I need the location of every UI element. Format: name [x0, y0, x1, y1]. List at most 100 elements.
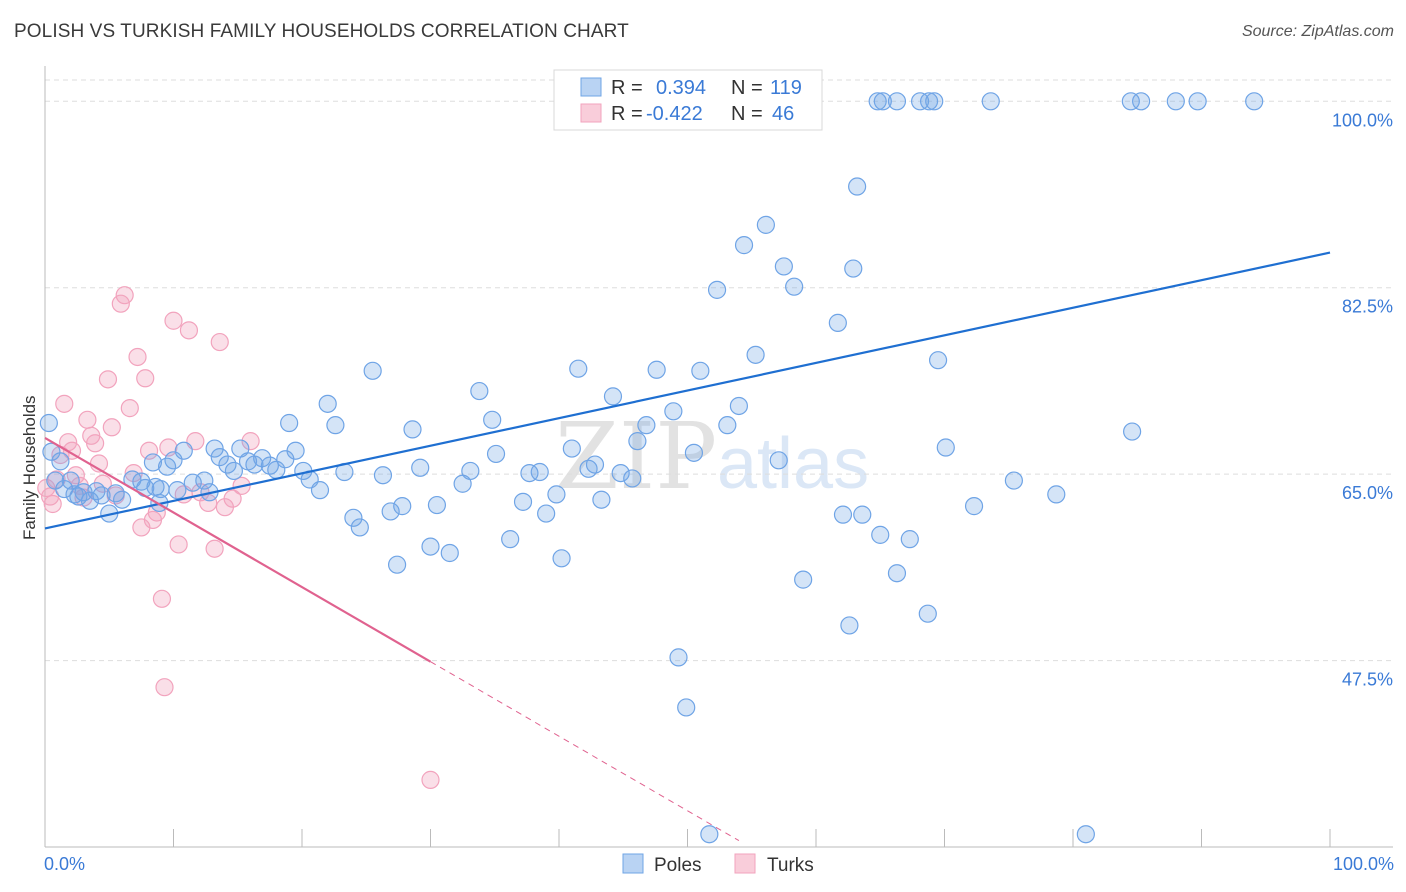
poles-point — [61, 471, 80, 490]
poles-point — [691, 361, 710, 380]
bottom-legend-turks: Turks — [767, 855, 814, 876]
poles-point — [900, 530, 919, 549]
poles-points — [39, 92, 1264, 844]
poles-point — [39, 413, 58, 433]
bottom-legend-poles: Poles — [654, 855, 702, 876]
poles-point — [411, 458, 430, 477]
y-tick-label: 47.5% — [1342, 670, 1393, 690]
poles-point — [887, 92, 907, 111]
turks-point — [179, 321, 199, 340]
turks-point — [111, 294, 130, 313]
poles-point — [513, 492, 533, 511]
poles-point — [919, 92, 939, 111]
turks-point — [115, 286, 134, 305]
poles-point — [427, 495, 447, 515]
poles-point — [280, 413, 299, 433]
turks-point — [43, 494, 62, 514]
x-tick-label-max: 100.0% — [1333, 854, 1394, 874]
poles-point — [205, 439, 224, 458]
poles-point — [310, 481, 330, 500]
poles-point — [925, 92, 944, 111]
poles-point — [840, 616, 859, 635]
poles-point — [746, 345, 765, 364]
poles-point — [918, 604, 937, 623]
poles-point — [151, 479, 170, 499]
poles-point — [848, 177, 867, 196]
poles-point — [700, 825, 719, 844]
poles-point — [326, 416, 345, 435]
turks-point — [78, 410, 97, 429]
poles-trend-line — [44, 251, 1331, 530]
poles-point — [387, 555, 407, 574]
poles-point — [669, 648, 688, 667]
poles-point — [92, 486, 111, 505]
legend-poles-r-value: 0.394 — [656, 77, 706, 99]
poles-point — [585, 455, 605, 474]
y-tick-label: 100.0% — [1332, 110, 1393, 130]
poles-point — [80, 491, 100, 510]
legend-box: R = 0.394 N = 119 R = -0.422 N = 46 — [553, 69, 823, 131]
poles-point — [677, 698, 696, 717]
poles-point — [1166, 92, 1185, 111]
legend-poles-r-label: R = — [611, 77, 643, 99]
turks-point — [66, 466, 85, 485]
poles-point — [562, 439, 581, 458]
poles-point — [623, 469, 642, 488]
poles-point — [210, 448, 229, 467]
poles-point — [183, 473, 202, 492]
poles-point — [928, 351, 948, 370]
poles-point — [168, 481, 187, 500]
turks-point — [136, 369, 155, 388]
legend-poles-n-value: 119 — [770, 77, 802, 99]
turks-point — [169, 535, 188, 554]
turks-point — [98, 370, 118, 389]
turks-point — [421, 770, 440, 789]
poles-point — [286, 441, 305, 460]
gridlines — [45, 79, 1393, 662]
turks-point — [241, 432, 260, 451]
poles-point — [1132, 92, 1151, 111]
legend-swatch-turks — [580, 103, 602, 123]
poles-point — [718, 416, 737, 435]
poles-point — [785, 277, 804, 296]
turks-point — [55, 394, 74, 413]
turks-point — [223, 489, 242, 508]
poles-point — [318, 394, 337, 413]
poles-point — [112, 490, 132, 509]
bottom-legend-swatch-poles — [622, 853, 644, 874]
poles-point — [195, 471, 214, 490]
poles-point — [707, 280, 727, 299]
turks-point — [139, 441, 159, 460]
y-tick-label: 65.0% — [1342, 483, 1393, 503]
poles-point — [611, 463, 630, 483]
turks-point — [152, 589, 172, 608]
poles-point — [868, 92, 887, 111]
turks-point — [128, 347, 147, 367]
poles-point — [769, 451, 788, 470]
watermark-zip: ZIP — [555, 403, 717, 510]
trend-lines — [44, 251, 1331, 842]
poles-point — [729, 396, 749, 416]
poles-point — [964, 497, 984, 516]
poles-point — [936, 438, 955, 457]
poles-point — [828, 313, 847, 332]
poles-point — [253, 449, 272, 468]
bottom-legend: Poles Turks — [622, 853, 814, 876]
poles-point — [483, 410, 502, 429]
poles-point — [1245, 92, 1264, 111]
poles-point — [833, 505, 853, 524]
poles-point — [774, 257, 793, 276]
poles-point — [871, 525, 890, 544]
poles-point — [664, 402, 683, 421]
poles-point — [537, 504, 556, 523]
poles-point — [1123, 422, 1142, 441]
watermark-atlas: atlas — [717, 424, 869, 504]
poles-point — [363, 361, 382, 380]
turks-point — [155, 678, 174, 697]
legend-turks-n-label: N = — [731, 103, 763, 125]
poles-point — [552, 549, 571, 568]
poles-point — [174, 441, 193, 460]
y-axis-label: Family Households — [20, 395, 39, 540]
legend-swatch-poles — [580, 77, 602, 97]
